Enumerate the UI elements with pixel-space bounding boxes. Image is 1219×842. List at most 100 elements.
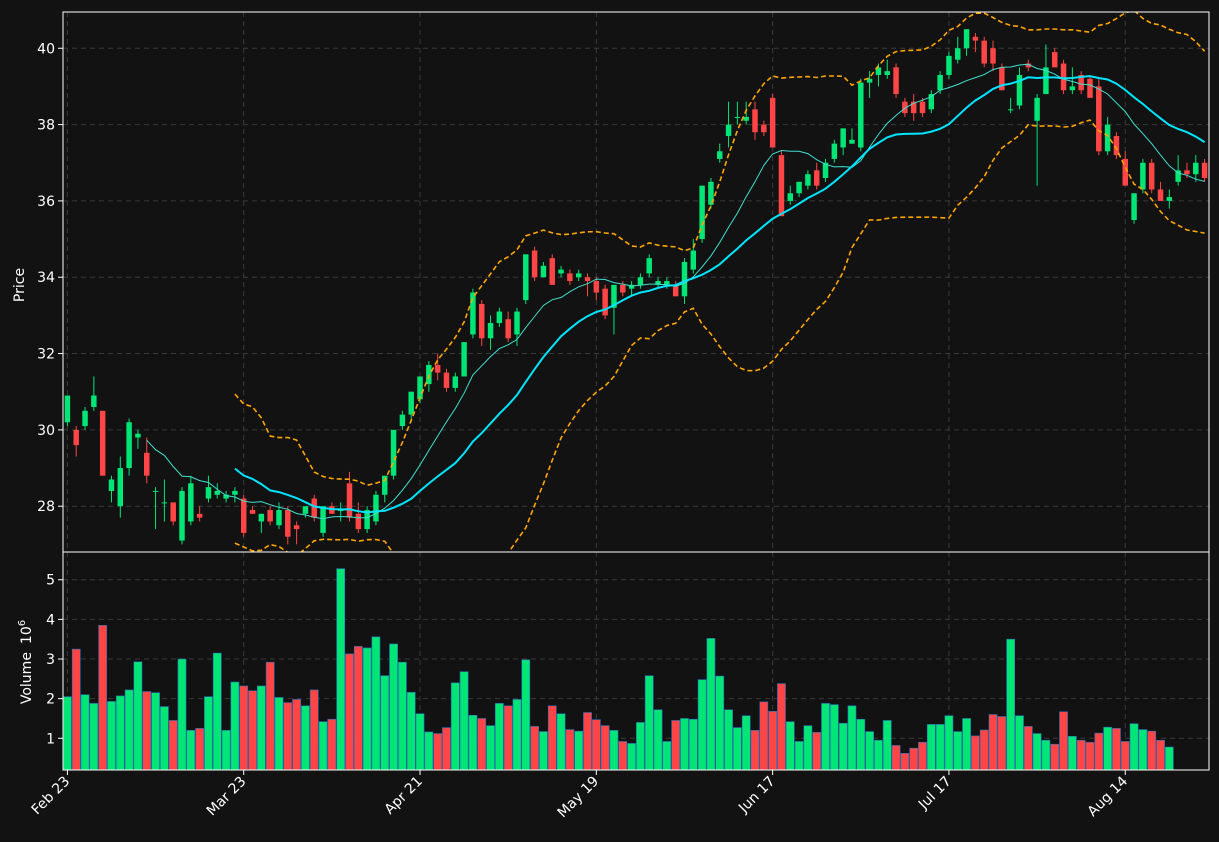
candles (64, 29, 1208, 545)
volume-bar (1103, 726, 1112, 771)
price-tick-label: 32 (37, 347, 55, 363)
volume-bar (1138, 729, 1148, 771)
volume-bar (248, 690, 257, 771)
volume-bar (724, 709, 733, 771)
volume-bar (662, 741, 672, 771)
volume-bar (212, 652, 222, 771)
candle-body (690, 250, 697, 270)
volume-bar (865, 731, 874, 771)
candle-body (478, 303, 485, 339)
price-axis: 28 30 32 34 36 38 40 (37, 41, 63, 515)
volume-bar (741, 715, 751, 771)
indicator-overlays (146, 12, 1206, 552)
candle-body (822, 162, 829, 179)
candle-body (937, 74, 943, 91)
candle-body (144, 452, 150, 476)
volume-bar (151, 692, 160, 771)
candle-body (628, 284, 635, 289)
volume-bar (177, 658, 187, 771)
volume-bar (371, 636, 381, 771)
candle-body (531, 250, 538, 278)
volume-bar (821, 703, 830, 771)
volume-bar (1006, 638, 1016, 771)
candle-body (82, 410, 88, 427)
volume-bar (168, 720, 178, 771)
volume-bar (715, 675, 725, 771)
candle-body (1157, 189, 1164, 201)
candle-body (549, 258, 555, 285)
candle-body (620, 284, 626, 293)
volume-bar (838, 722, 848, 771)
volume-bar (1023, 726, 1033, 771)
candle-body (1069, 86, 1076, 91)
candle-body (637, 277, 644, 285)
volume-bar (618, 741, 628, 771)
candle-body (796, 181, 802, 194)
volume-bar (583, 712, 592, 771)
candle-body (487, 323, 494, 339)
candle-body (188, 483, 194, 522)
volume-bar (362, 647, 372, 771)
candle-body (928, 94, 935, 110)
volume-bar (1068, 736, 1077, 771)
candle-body (919, 101, 926, 114)
candle-body (699, 185, 705, 240)
price-tick-label: 38 (37, 118, 55, 134)
candle-body (655, 281, 661, 285)
volume-multiplier: 10 (19, 626, 35, 644)
volume-bar (433, 733, 443, 771)
volume-tick-label: 3 (46, 652, 55, 668)
volume-bar (671, 720, 681, 771)
candle-body (717, 151, 723, 159)
volume-bar (556, 713, 566, 771)
candle-body (523, 254, 529, 301)
volume-axis-label: Volume 106 (17, 620, 35, 704)
candle-body (1140, 162, 1146, 190)
candle-body (214, 490, 221, 495)
volume-bar (380, 675, 390, 771)
candle-body (232, 490, 238, 495)
candle-body (752, 109, 758, 133)
volume-bar (495, 703, 504, 771)
volume-bar (609, 730, 619, 771)
volume-bar (812, 732, 822, 771)
volume-bar (680, 718, 689, 771)
volume-bar (450, 682, 460, 771)
candle-body (461, 342, 467, 377)
candle-body (972, 36, 979, 41)
volume-tick-label: 4 (46, 612, 55, 628)
candle-body (399, 414, 406, 427)
candle-body (496, 311, 503, 324)
candle-body (955, 48, 961, 60)
volume-bar (979, 729, 989, 771)
candle-body (1175, 170, 1181, 182)
volume-bar (1164, 746, 1174, 771)
volume-bar (1129, 723, 1139, 771)
candle-body (135, 433, 141, 438)
volume-bar (874, 739, 883, 771)
volume-axis: 1 2 3 4 5 (46, 573, 63, 747)
candle-body (761, 124, 767, 133)
volume-bar (1050, 743, 1060, 771)
candle-body (558, 269, 564, 274)
candle-body (267, 510, 273, 522)
candle-body (505, 319, 511, 339)
candle-body (963, 29, 970, 49)
volume-bar (521, 659, 531, 771)
candle-body (161, 502, 168, 504)
volume-bar (292, 699, 301, 771)
candle-body (91, 395, 97, 407)
volume-panel-frame (62, 551, 1210, 771)
volume-bar (688, 718, 698, 771)
volume-bar (239, 685, 249, 771)
candle-body (223, 494, 229, 499)
candle-body (540, 265, 547, 278)
volume-bar (442, 727, 451, 771)
volume-bar (900, 753, 910, 771)
candle-body (179, 490, 185, 541)
volume-bar (415, 713, 425, 771)
candle-body (1087, 78, 1093, 98)
volume-bar (856, 718, 866, 771)
candle-body (1060, 63, 1067, 91)
